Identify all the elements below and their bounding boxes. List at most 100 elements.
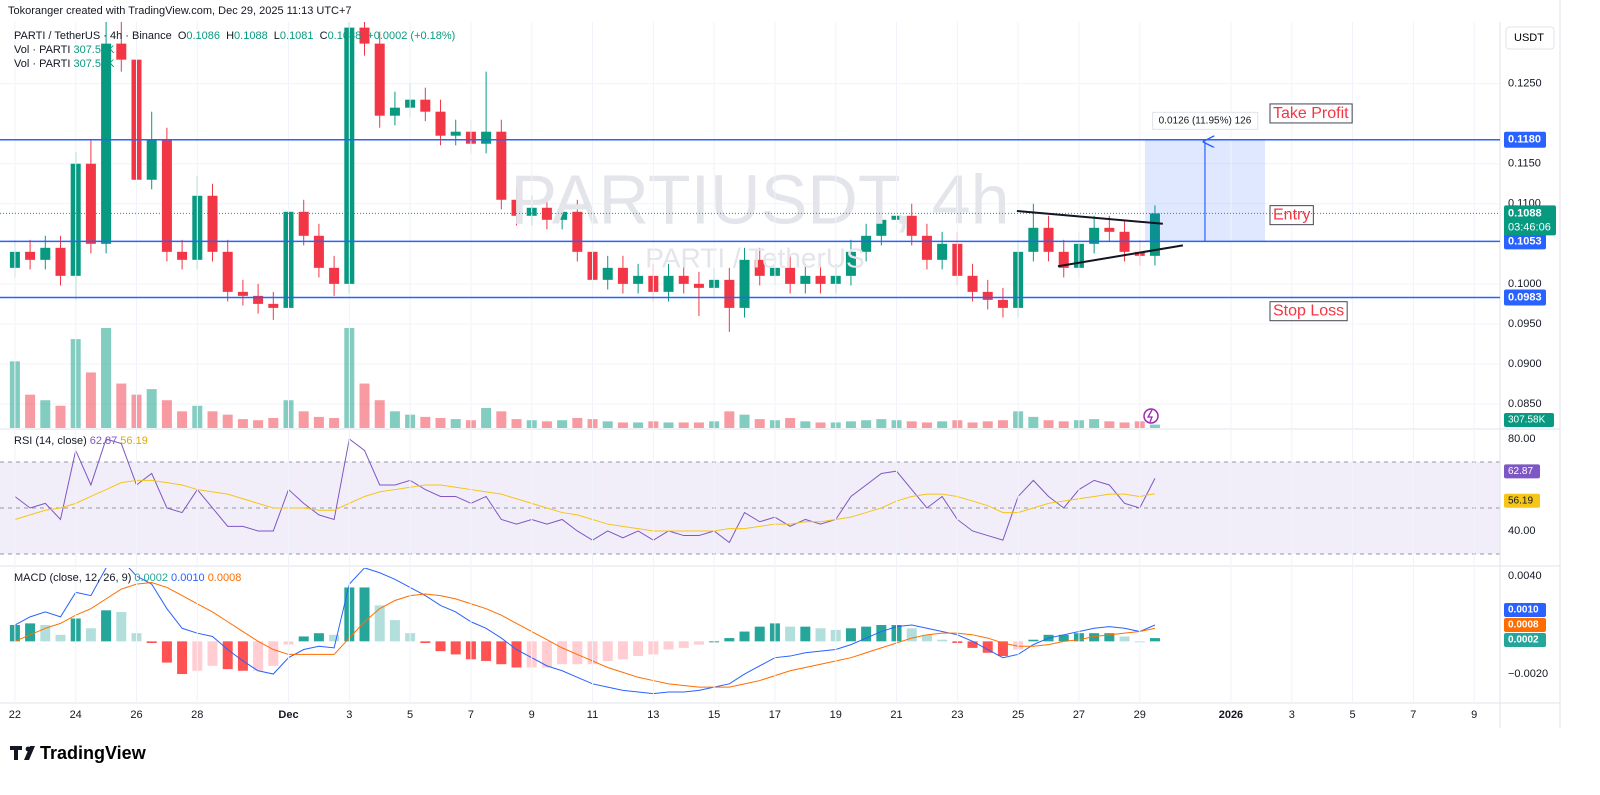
macd-hist-bar (359, 587, 370, 642)
trendline (1016, 209, 1163, 225)
macd-hist-bar (222, 641, 233, 670)
x-tick-label: 2026 (1219, 709, 1243, 721)
x-tick-label: 3 (1289, 709, 1295, 721)
macd-axis-box (1504, 618, 1546, 632)
macd-hist-bar (1119, 636, 1130, 642)
volume-bar (450, 419, 461, 428)
macd-title: MACD (close, 12, 26, 9) (14, 572, 132, 584)
volume-bar (359, 383, 370, 428)
level-name: Stop Loss (1273, 303, 1344, 320)
currency-box[interactable] (1505, 26, 1555, 50)
legend-c: C (319, 30, 328, 42)
macd-hist-bar (739, 631, 750, 642)
rsi-title: RSI (14, close) (14, 435, 87, 447)
event-icon[interactable] (1143, 408, 1159, 424)
macd-hist-bar (389, 620, 400, 642)
macd-hist-bar (572, 641, 583, 665)
x-tick-label: 27 (1073, 709, 1085, 721)
volume-axis-label: 307.58K (1508, 415, 1546, 426)
level-axis-label: 0.0983 (1508, 291, 1542, 303)
level-name-box (1269, 103, 1353, 124)
y-tick-label: 0.0900 (1508, 358, 1542, 370)
macd-hist-bar (815, 628, 826, 642)
candle-body (55, 247, 66, 276)
volume-bar (861, 420, 872, 428)
macd-legend: MACD (close, 12, 26, 9) 0.0002 0.0010 0.000… (14, 572, 244, 584)
volume-bar (25, 394, 36, 428)
macd-hist-bar (1089, 633, 1100, 642)
macd-hist-bar (161, 641, 172, 663)
volume-bar (55, 405, 66, 428)
macd-tick-label: −0.0020 (1508, 668, 1548, 680)
countdown: 03:46:06 (1508, 221, 1551, 233)
candle-body (496, 131, 507, 200)
rsi-tick-label: 80.00 (1508, 433, 1536, 445)
volume-bar (876, 419, 887, 428)
candle-body (1043, 227, 1054, 252)
macd-hist-bar (329, 634, 340, 642)
y-tick-label: 0.1000 (1508, 278, 1542, 290)
candle-body (906, 215, 917, 236)
volume-bar (389, 411, 400, 428)
candle-body (374, 43, 385, 116)
legend-high: 0.1088 (234, 30, 268, 42)
rsi-legend: RSI (14, close) 62.87 56.19 (14, 435, 151, 447)
volume-bar (906, 421, 917, 428)
candle-body (1089, 227, 1100, 244)
candle-body (800, 275, 811, 284)
volume-bar (268, 418, 279, 428)
macd-hist-bar (481, 641, 492, 661)
candle-body (678, 275, 689, 284)
candle-body (557, 211, 568, 220)
volume-bar (845, 421, 856, 428)
last-price-box (1504, 205, 1556, 236)
macd-hist-bar (1104, 633, 1115, 642)
y-tick-label: 0.1150 (1508, 158, 1541, 170)
x-tick-label: 24 (70, 709, 82, 721)
x-tick-label: 3 (346, 709, 352, 721)
volume-bar (329, 418, 340, 428)
macd-hist-bar (876, 625, 887, 642)
currency[interactable]: USDT (1514, 32, 1544, 44)
volume-title: Vol · PARTI (14, 44, 71, 56)
macd-hist-bar (177, 641, 188, 675)
volume-bar (633, 422, 644, 428)
macd-hist-bar (207, 641, 218, 666)
volume-bar (1149, 424, 1160, 428)
macd-hist-bar (55, 634, 66, 642)
macd-hist-bar (557, 641, 568, 665)
candle-body (997, 299, 1008, 308)
trendline (1057, 244, 1184, 268)
last-price-label: 0.1088 (1508, 207, 1542, 219)
level-axis-box (1504, 131, 1546, 148)
macd-axis-label: 0.0002 (1508, 635, 1539, 646)
candle-body (1149, 213, 1160, 256)
macd-hist-bar (906, 628, 917, 642)
macd-hist-bar (116, 611, 127, 642)
rsi-axis-label: 62.87 (1508, 466, 1533, 477)
watermark-name: PARTI / TetherUS (645, 242, 864, 273)
x-tick-label: 9 (529, 709, 535, 721)
x-tick-label: 9 (1471, 709, 1477, 721)
candle-body (785, 267, 796, 284)
macd-hist-bar (800, 626, 811, 642)
candle-body (101, 43, 112, 244)
macd-hist-bar (845, 628, 856, 642)
x-tick-label: 25 (1012, 709, 1024, 721)
legend-change: +0.0002 (+0.18%) (367, 30, 456, 42)
rsi-tick-label: 40.00 (1508, 525, 1536, 537)
volume-bar (663, 422, 674, 428)
macd-hist-bar (1058, 634, 1069, 642)
macd-hist-bar (982, 641, 993, 653)
legend-o: O (177, 30, 187, 42)
volume-value: 307.58K (73, 58, 115, 70)
candle-body (253, 295, 264, 304)
price-legend: PARTI / TetherUS · 4h · Binance O0.1086 … (14, 30, 458, 42)
candle-body (298, 211, 309, 236)
macd-hist-bar (997, 641, 1008, 657)
rsi-line (14, 438, 1156, 544)
rsi-line (14, 479, 1156, 532)
macd-hist-bar (268, 641, 279, 666)
volume-bar (313, 416, 324, 428)
macd-line (14, 582, 1156, 688)
